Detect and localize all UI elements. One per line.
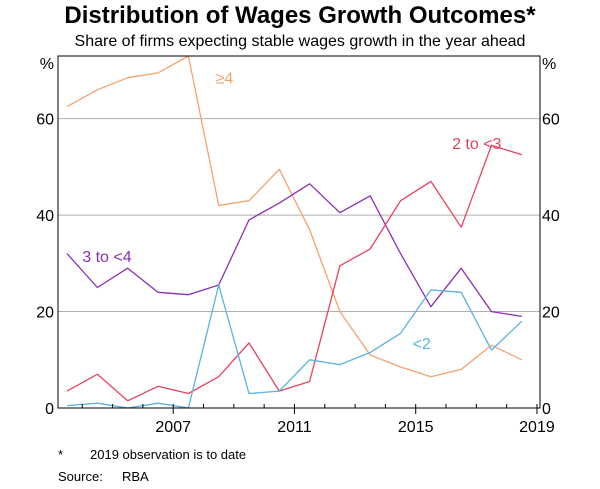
y-tick-label-right-20: 20 xyxy=(542,305,560,322)
y-tick-label-left-0: 0 xyxy=(45,401,54,418)
y-tick-label-right-0: 0 xyxy=(542,401,551,418)
series-line-0 xyxy=(66,55,523,378)
series-line-1 xyxy=(66,183,522,318)
y-unit-right: % xyxy=(542,56,556,73)
y-tick-label-left-60: 60 xyxy=(36,112,54,129)
plot-frame xyxy=(57,55,541,409)
x-tick-label-2007: 2007 xyxy=(155,419,191,436)
series-label-2: 2 to <3 xyxy=(452,136,501,153)
series-label-3: <2 xyxy=(413,336,431,353)
y-tick-label-right-60: 60 xyxy=(542,112,560,129)
footnote: * 2019 observation is to date xyxy=(58,447,246,462)
source-value: RBA xyxy=(122,469,149,484)
x-tick-label-2011: 2011 xyxy=(277,419,312,436)
footnote-text: 2019 observation is to date xyxy=(90,447,247,462)
series-line-3 xyxy=(67,284,523,409)
series-label-0: ≥4 xyxy=(216,71,234,88)
chart-subtitle: Share of firms expecting stable wages gr… xyxy=(74,33,526,50)
y-tick-label-right-40: 40 xyxy=(542,208,560,225)
y-unit-left: % xyxy=(40,56,54,73)
source-label: Source: xyxy=(58,469,103,484)
series-line-2 xyxy=(66,144,522,402)
footnote-mark: * xyxy=(58,447,64,462)
y-tick-label-left-40: 40 xyxy=(36,208,54,225)
source-note: Source: RBA xyxy=(58,469,149,484)
x-tick-label-2019: 2019 xyxy=(519,419,555,436)
series-label-1: 3 to <4 xyxy=(82,249,131,266)
y-tick-label-left-20: 20 xyxy=(36,305,54,322)
x-tick-label-2015: 2015 xyxy=(398,419,434,436)
chart-title: Distribution of Wages Growth Outcomes* xyxy=(64,2,536,29)
